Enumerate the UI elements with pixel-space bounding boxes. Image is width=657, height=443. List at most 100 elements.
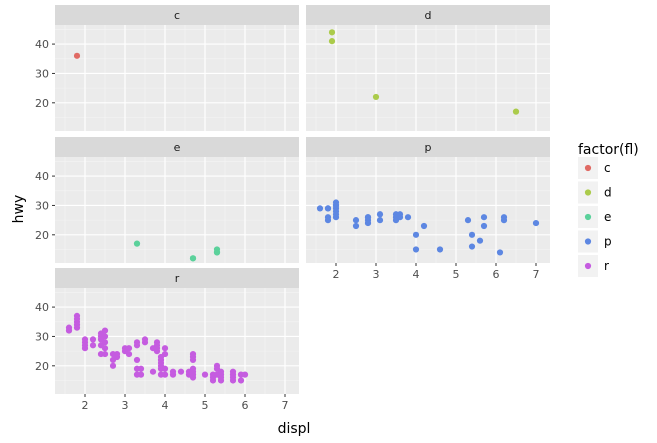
data-point-r: [161, 350, 169, 358]
x-tick-label: 3: [373, 268, 380, 281]
data-point-r: [161, 365, 169, 372]
facet-strip-label: p: [425, 141, 432, 154]
facet-strip: [306, 137, 550, 157]
facet-strip-label: d: [425, 9, 432, 22]
y-tick-label: 20: [35, 360, 49, 373]
data-point-p: [332, 214, 340, 221]
data-point-r: [161, 345, 169, 352]
data-point-p: [332, 202, 340, 209]
legend-key-d: [584, 189, 592, 196]
y-tick-label: 40: [35, 170, 49, 183]
data-point-r: [137, 371, 145, 378]
data-point-r: [189, 374, 197, 381]
facet-strip: [55, 137, 299, 157]
data-point-r: [101, 333, 109, 340]
y-tick-label: 40: [35, 301, 49, 314]
facet-strip: [306, 5, 550, 25]
data-point-p: [500, 217, 508, 224]
legend-label: e: [604, 210, 611, 224]
x-tick-label: 2: [82, 399, 89, 412]
data-point-r: [101, 345, 109, 352]
x-tick-label: 7: [282, 399, 289, 412]
data-point-p: [412, 231, 420, 238]
x-tick-label: 5: [453, 268, 460, 281]
data-point-p: [352, 222, 360, 230]
x-tick-label: 6: [493, 268, 500, 281]
x-tick-label: 5: [202, 399, 209, 412]
facet-panel-c: c 20 30 40: [35, 5, 299, 131]
data-point-r: [133, 342, 141, 349]
y-tick-label: 30: [35, 67, 49, 80]
data-point-p: [480, 214, 488, 221]
legend-label: c: [604, 161, 611, 175]
x-axis-title: displ: [278, 421, 311, 437]
data-point-c: [73, 52, 81, 59]
data-point-r: [169, 371, 177, 378]
data-point-r: [101, 339, 109, 346]
data-point-r: [81, 345, 89, 352]
panel-background: [55, 157, 299, 263]
facet-strip: [55, 268, 299, 288]
legend-label: d: [604, 186, 612, 200]
data-point-r: [109, 362, 117, 369]
data-point-r: [137, 365, 145, 372]
data-point-r: [133, 356, 141, 364]
data-point-r: [89, 342, 97, 349]
data-point-p: [532, 219, 540, 227]
data-point-e: [133, 240, 141, 247]
data-point-r: [101, 350, 109, 358]
x-tick-label: 6: [242, 399, 249, 412]
data-point-p: [464, 217, 472, 224]
y-tick-label: 30: [35, 199, 49, 212]
data-point-r: [177, 368, 185, 375]
data-point-p: [468, 231, 476, 238]
x-tick-label: 2: [333, 268, 340, 281]
panel-background: [55, 288, 299, 394]
data-point-p: [324, 217, 332, 224]
data-point-r: [161, 371, 169, 378]
y-tick-label: 30: [35, 330, 49, 343]
legend-key-p: [584, 238, 592, 245]
data-point-p: [324, 205, 332, 212]
data-point-d: [512, 108, 520, 115]
data-point-p: [316, 205, 324, 212]
data-point-d: [328, 38, 336, 45]
legend-key-c: [584, 164, 592, 172]
data-point-p: [480, 222, 488, 230]
y-tick-label: 20: [35, 97, 49, 110]
data-point-r: [73, 324, 81, 331]
data-point-p: [496, 249, 504, 256]
facet-strip-label: r: [175, 272, 180, 285]
data-point-r: [149, 368, 157, 375]
data-point-d: [328, 29, 336, 36]
data-point-r: [189, 356, 197, 364]
data-point-r: [153, 348, 161, 355]
y-axis-title: hwy: [11, 195, 27, 224]
data-point-r: [201, 371, 209, 378]
data-point-r: [237, 377, 245, 384]
y-tick-label: 20: [35, 229, 49, 242]
x-tick-label: 4: [162, 399, 169, 412]
data-point-r: [113, 353, 121, 361]
facet-panel-d: d: [306, 5, 550, 131]
legend-key-r: [584, 262, 592, 270]
x-tick-label: 4: [413, 268, 420, 281]
data-point-r: [141, 339, 149, 346]
legend-label: p: [604, 235, 612, 249]
data-point-r: [65, 327, 73, 334]
data-point-r: [125, 345, 133, 352]
data-point-p: [468, 243, 476, 250]
data-point-p: [376, 211, 384, 218]
data-point-r: [217, 377, 225, 384]
data-point-e: [189, 255, 197, 262]
panel-background: [306, 157, 550, 263]
facet-panel-p: p 2 3 4 5 6 7: [306, 137, 550, 281]
facet-strip-label: c: [174, 9, 180, 22]
facet-strip: [55, 5, 299, 25]
y-tick-label: 40: [35, 38, 49, 51]
data-point-p: [436, 246, 444, 253]
data-point-r: [229, 377, 237, 384]
